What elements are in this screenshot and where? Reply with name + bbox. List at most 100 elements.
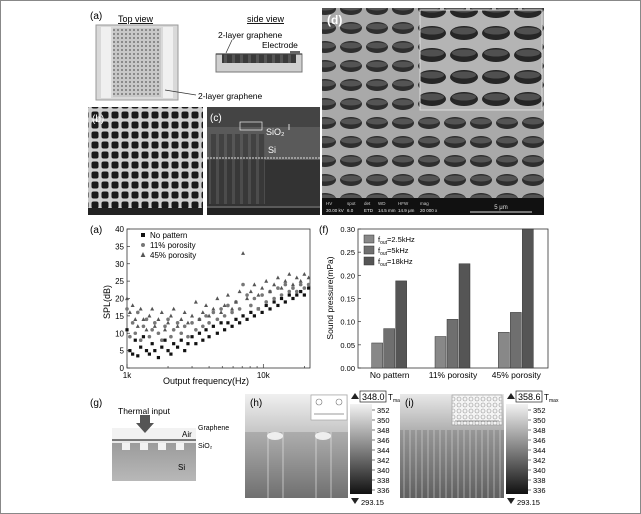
panel-bar-chart: (f) 0.00 0.05 0.10 0.15 0.20 0.25 0.30 No patte… [319,225,549,380]
bar-y-tick-label: 0.10 [340,318,355,327]
spl-point-11-porosity [279,293,284,297]
spl-point-11-porosity [283,282,288,287]
spl-point-45-porosity [219,310,224,314]
spl-point-no-pattern [230,324,234,328]
spl-point-11-porosity [264,300,269,304]
spl-point-45-porosity [162,327,167,332]
spl-point-11-porosity [291,286,295,290]
bar-y-tick-label: 0.15 [340,295,355,304]
h-min-triangle-icon [351,498,359,504]
spl-legend-label: No pattern [150,231,187,240]
spl-y-tick-label: 0 [120,364,125,373]
g-cavity-3 [158,443,166,450]
label-graphene-side: 2-layer graphene [218,30,283,40]
spl-legend-marker-triangle [140,252,146,257]
spl-legend-marker-square [141,233,145,237]
panel-c: (c) SiO₂ Si [207,107,320,215]
spl-point-45-porosity [144,327,149,332]
spl-point-no-pattern [226,321,230,325]
label-sio2-g: SiO₂ [198,443,213,450]
spl-point-11-porosity [207,321,211,325]
h-max-value: 348.0 [362,392,385,402]
spl-point-45-porosity [127,310,132,314]
spl-point-11-porosity [133,331,138,336]
panel-c-footer [207,208,320,215]
i-tmax-sub: max [549,398,559,404]
spl-point-11-porosity [128,334,132,339]
spl-point-11-porosity [156,331,161,336]
spl-point-no-pattern [144,349,149,353]
colorbar-tick-label: 346 [377,436,390,445]
d-footer-header: spot [347,201,356,206]
spl-point-45-porosity [237,289,242,294]
spl-point-no-pattern [153,349,157,353]
h-hotspot-2 [315,432,331,440]
spl-point-11-porosity [222,314,227,318]
top-view-title: Top view [118,14,154,24]
spl-point-no-pattern [279,296,284,301]
panel-label-i: (i) [405,398,414,409]
h-inset-hole-2 [335,398,343,406]
spl-point-11-porosity [169,334,173,339]
spl-point-45-porosity [248,289,253,294]
colorbar-tick-label: 348 [377,426,390,435]
spl-point-45-porosity [290,282,295,287]
colorbar-tick-label: 352 [533,406,546,415]
spl-point-45-porosity [193,299,198,304]
spl-point-11-porosity [159,338,164,343]
d-footer-header: det [364,201,371,206]
panel-b-footer [88,208,203,215]
panel-label-c: (c) [210,113,222,124]
spl-point-no-pattern [186,342,190,346]
colorbar-tick-label: 338 [377,476,390,485]
colorbar-tick-label: 338 [533,476,546,485]
spl-point-11-porosity [166,317,170,322]
i-colorbar [506,404,528,494]
spl-y-tick-label: 30 [115,260,124,269]
spl-point-45-porosity [171,306,176,311]
spl-point-no-pattern [150,342,154,346]
d-footer-header: HFW [398,201,409,206]
bar-legend-label: fout=5kHz [378,246,409,257]
bar [522,228,534,369]
spl-point-11-porosity [245,293,249,297]
spl-point-11-porosity [252,296,257,301]
spl-point-no-pattern [272,300,276,304]
d-footer-header: mag [420,201,429,206]
spl-point-45-porosity [166,320,171,325]
spl-point-no-pattern [268,307,272,311]
spl-point-11-porosity [147,334,152,339]
d-footer-value: 14.5 mm [378,208,396,213]
spl-point-45-porosity [275,275,280,280]
spl-point-45-porosity [179,317,184,321]
g-air-region [112,428,196,442]
panel-i: (i) 358.6 T max 352350348346344342340338… [400,390,559,507]
spl-point-no-pattern [291,296,295,301]
bar [434,336,447,369]
panel-label-g: (g) [90,398,102,409]
spl-point-45-porosity [147,313,152,318]
panel-c-zoom-box [239,121,263,131]
spl-point-no-pattern [139,345,143,349]
i-max-triangle-icon [507,393,515,399]
h-max-triangle-icon [351,393,359,399]
panel-b: (b) [88,107,203,215]
spl-x-tick-label: 1k [123,371,132,380]
colorbar-tick-label: 336 [377,486,390,495]
spl-point-11-porosity [186,334,190,339]
h-max-box [359,390,387,403]
spl-point-45-porosity [211,306,216,311]
spl-point-11-porosity [190,321,194,325]
spl-point-45-porosity [190,313,195,318]
spl-point-no-pattern [125,328,129,332]
spl-point-11-porosity [201,324,205,329]
g-cavity-1 [122,443,130,450]
g-cavity-2 [140,443,148,450]
spl-point-45-porosity [156,317,161,321]
bar [371,342,383,369]
spl-point-11-porosity [256,307,261,311]
spl-y-tick-label: 40 [115,225,124,234]
spl-point-no-pattern [207,335,211,339]
